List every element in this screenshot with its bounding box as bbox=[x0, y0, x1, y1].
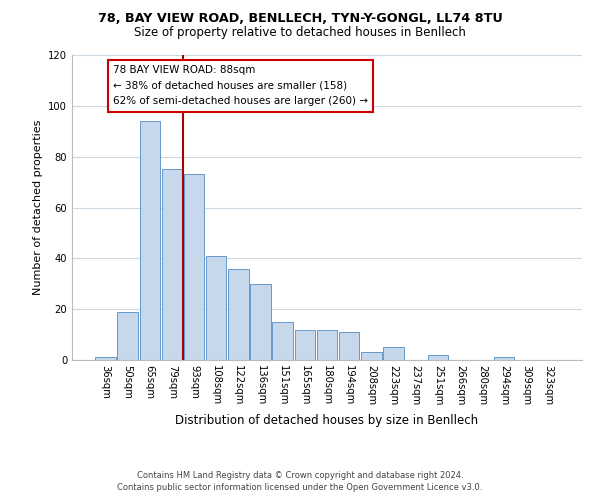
Bar bbox=[118, 312, 138, 360]
Bar bbox=[383, 348, 404, 360]
Bar bbox=[317, 330, 337, 360]
Bar bbox=[361, 352, 382, 360]
Bar bbox=[250, 284, 271, 360]
Text: 78 BAY VIEW ROAD: 88sqm
← 38% of detached houses are smaller (158)
62% of semi-d: 78 BAY VIEW ROAD: 88sqm ← 38% of detache… bbox=[113, 65, 368, 106]
Bar bbox=[95, 358, 116, 360]
Bar bbox=[494, 358, 514, 360]
Bar bbox=[206, 256, 226, 360]
Bar bbox=[228, 268, 248, 360]
Bar bbox=[140, 121, 160, 360]
Title: 78, BAY VIEW ROAD, BENLLECH, TYN-Y-GONGL, LL74 8TU
Size of property relative to : 78, BAY VIEW ROAD, BENLLECH, TYN-Y-GONGL… bbox=[0, 499, 1, 500]
Y-axis label: Number of detached properties: Number of detached properties bbox=[32, 120, 43, 295]
Text: Contains HM Land Registry data © Crown copyright and database right 2024.
Contai: Contains HM Land Registry data © Crown c… bbox=[118, 471, 482, 492]
Bar bbox=[295, 330, 315, 360]
X-axis label: Distribution of detached houses by size in Benllech: Distribution of detached houses by size … bbox=[175, 414, 479, 426]
Bar bbox=[161, 170, 182, 360]
Bar bbox=[339, 332, 359, 360]
Bar bbox=[428, 355, 448, 360]
Bar bbox=[272, 322, 293, 360]
Bar bbox=[184, 174, 204, 360]
Text: 78, BAY VIEW ROAD, BENLLECH, TYN-Y-GONGL, LL74 8TU: 78, BAY VIEW ROAD, BENLLECH, TYN-Y-GONGL… bbox=[98, 12, 502, 26]
Text: Size of property relative to detached houses in Benllech: Size of property relative to detached ho… bbox=[134, 26, 466, 39]
